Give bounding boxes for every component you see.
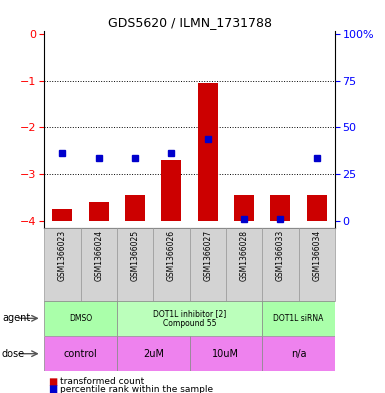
Text: DOT1L siRNA: DOT1L siRNA <box>273 314 324 323</box>
Text: GSM1366025: GSM1366025 <box>131 230 140 281</box>
Text: GSM1366027: GSM1366027 <box>203 230 212 281</box>
Bar <box>198 83 218 221</box>
Text: GSM1366028: GSM1366028 <box>239 230 249 281</box>
Bar <box>190 228 226 301</box>
Bar <box>234 195 254 221</box>
Bar <box>125 195 145 221</box>
Bar <box>307 195 327 221</box>
Bar <box>89 202 109 221</box>
Text: GSM1366026: GSM1366026 <box>167 230 176 281</box>
Bar <box>117 301 262 336</box>
Bar <box>44 228 80 301</box>
Text: 10uM: 10uM <box>213 349 239 359</box>
Title: GDS5620 / ILMN_1731788: GDS5620 / ILMN_1731788 <box>108 16 271 29</box>
Text: DMSO: DMSO <box>69 314 92 323</box>
Bar <box>190 336 262 371</box>
Bar <box>117 336 190 371</box>
Text: ■: ■ <box>48 377 57 387</box>
Text: GSM1366023: GSM1366023 <box>58 230 67 281</box>
Bar <box>44 336 117 371</box>
Text: GSM1366024: GSM1366024 <box>94 230 103 281</box>
Bar <box>299 228 335 301</box>
Text: percentile rank within the sample: percentile rank within the sample <box>60 385 213 393</box>
Text: DOT1L inhibitor [2]
Compound 55: DOT1L inhibitor [2] Compound 55 <box>153 309 226 328</box>
Bar <box>52 209 72 221</box>
Text: transformed count: transformed count <box>60 378 144 386</box>
Text: n/a: n/a <box>291 349 306 359</box>
Bar <box>117 228 153 301</box>
Bar <box>262 336 335 371</box>
Text: control: control <box>64 349 97 359</box>
Text: GSM1366034: GSM1366034 <box>312 230 321 281</box>
Bar <box>270 195 290 221</box>
Bar <box>226 228 262 301</box>
Text: agent: agent <box>2 313 30 323</box>
Text: ■: ■ <box>48 384 57 393</box>
Text: dose: dose <box>2 349 25 359</box>
Bar <box>262 228 299 301</box>
Bar <box>80 228 117 301</box>
Text: 2uM: 2uM <box>143 349 164 359</box>
Bar <box>44 301 117 336</box>
Bar <box>262 301 335 336</box>
Text: GSM1366033: GSM1366033 <box>276 230 285 281</box>
Bar <box>153 228 189 301</box>
Bar <box>161 160 181 221</box>
